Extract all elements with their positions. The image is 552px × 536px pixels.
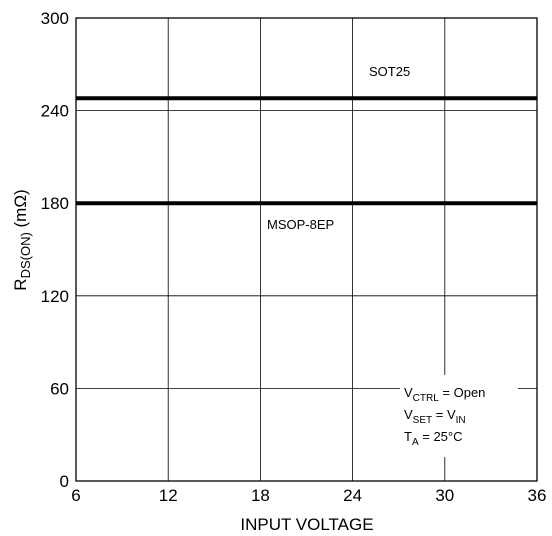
y-axis-title: RDS(ON) (mΩ) (11, 189, 33, 290)
x-axis-title: INPUT VOLTAGE (240, 515, 373, 534)
plot-frame (75, 17, 538, 482)
y-tick-label: 300 (41, 9, 69, 28)
y-tick-label: 120 (41, 287, 69, 306)
series-group (76, 96, 537, 206)
series-labels: SOT25 MSOP-8EP (267, 64, 410, 232)
series-label: SOT25 (369, 64, 410, 79)
y-axis-title-main: R (11, 278, 30, 290)
conditions-box: VCTRL = Open VSET = VIN TA = 25°C (400, 375, 518, 457)
x-tick-label: 12 (159, 486, 178, 505)
y-axis-title-unit: (mΩ) (11, 189, 30, 232)
condition-set-sub2: IN (456, 415, 466, 426)
x-tick-label: 6 (71, 486, 80, 505)
y-tick-label: 180 (41, 194, 69, 213)
condition-set-rest: = V (432, 407, 456, 422)
y-tick-label: 60 (50, 379, 69, 398)
condition-temp: TA = 25°C (404, 429, 463, 448)
condition-set-main: V (404, 407, 413, 422)
x-tick-label: 30 (435, 486, 454, 505)
condition-temp-sub: A (412, 437, 419, 448)
x-tick-label: 18 (251, 486, 270, 505)
condition-ctrl-rest: = Open (439, 385, 486, 400)
x-tick-label: 24 (343, 486, 362, 505)
conditions-background (400, 375, 518, 457)
condition-set: VSET = VIN (404, 407, 466, 426)
condition-temp-rest: = 25°C (419, 429, 463, 444)
condition-temp-main: T (404, 429, 412, 444)
condition-ctrl: VCTRL = Open (404, 385, 485, 404)
y-tick-label: 0 (60, 472, 69, 491)
x-tick-label: 36 (528, 486, 547, 505)
x-tick-labels: 6 12 18 24 30 36 (71, 486, 546, 505)
y-tick-label: 240 (41, 102, 69, 121)
condition-ctrl-sub: CTRL (413, 393, 440, 404)
y-tick-labels: 0 60 120 180 240 300 (41, 9, 69, 491)
condition-ctrl-main: V (404, 385, 413, 400)
series-label: MSOP-8EP (267, 217, 334, 232)
y-axis-title-sub: DS(ON) (18, 232, 33, 278)
condition-set-sub: SET (413, 415, 432, 426)
